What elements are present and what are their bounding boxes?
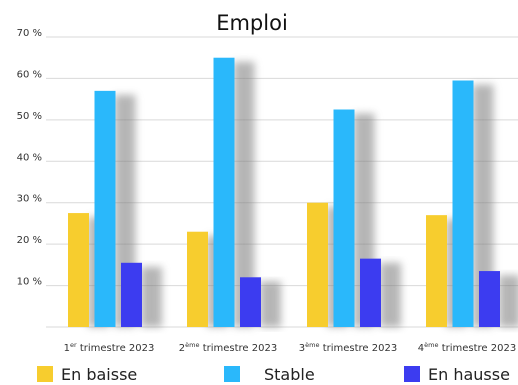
bar-en-hausse — [360, 258, 381, 327]
x-tick-label: 1er trimestre 2023 — [64, 341, 155, 354]
legend-swatch — [37, 366, 53, 382]
bar-stable — [452, 80, 474, 327]
legend-label: En hausse — [428, 365, 510, 384]
bar-en-baisse — [426, 215, 447, 327]
legend-swatch — [224, 366, 240, 382]
chart-title: Emploi — [216, 11, 288, 35]
legend-label: En baisse — [61, 365, 137, 384]
y-tick-label: 70 % — [17, 28, 42, 39]
bar-shadow — [499, 275, 518, 327]
bar-shadow — [472, 84, 494, 327]
bar-stable — [333, 109, 355, 327]
y-axis-ticks: 10 % 20 % 30 % 40 % 50 % 60 % 70 % — [17, 28, 42, 288]
bar-en-hausse — [479, 271, 500, 327]
legend-swatch — [404, 366, 420, 382]
y-tick-label: 30 % — [17, 194, 42, 205]
bar-en-baisse — [187, 231, 208, 327]
y-tick-label: 50 % — [17, 111, 42, 122]
y-tick-label: 40 % — [17, 152, 42, 163]
x-tick-label: 2ème trimestre 2023 — [179, 341, 277, 354]
legend: En baisse Stable En hausse — [37, 365, 510, 384]
bar-stable — [213, 57, 235, 327]
y-tick-label: 20 % — [17, 235, 42, 246]
bar-shadow — [380, 262, 401, 327]
y-tick-label: 60 % — [17, 69, 42, 80]
bar-en-hausse — [121, 262, 142, 327]
bar-en-hausse — [240, 277, 261, 327]
bar-shadow — [260, 281, 281, 327]
bars — [68, 57, 518, 327]
y-tick-label: 10 % — [17, 277, 42, 288]
x-tick-label: 3ème trimestre 2023 — [299, 341, 397, 354]
x-tick-label: 4ème trimestre 2023 — [418, 341, 516, 354]
legend-label: Stable — [264, 365, 315, 384]
bar-stable — [94, 90, 116, 327]
x-axis-ticks: 1er trimestre 2023 2ème trimestre 2023 3èm… — [64, 341, 517, 354]
bar-en-baisse — [68, 213, 89, 327]
bar-en-baisse — [307, 202, 328, 327]
bar-shadow — [233, 61, 255, 327]
bar-shadow — [141, 266, 162, 327]
